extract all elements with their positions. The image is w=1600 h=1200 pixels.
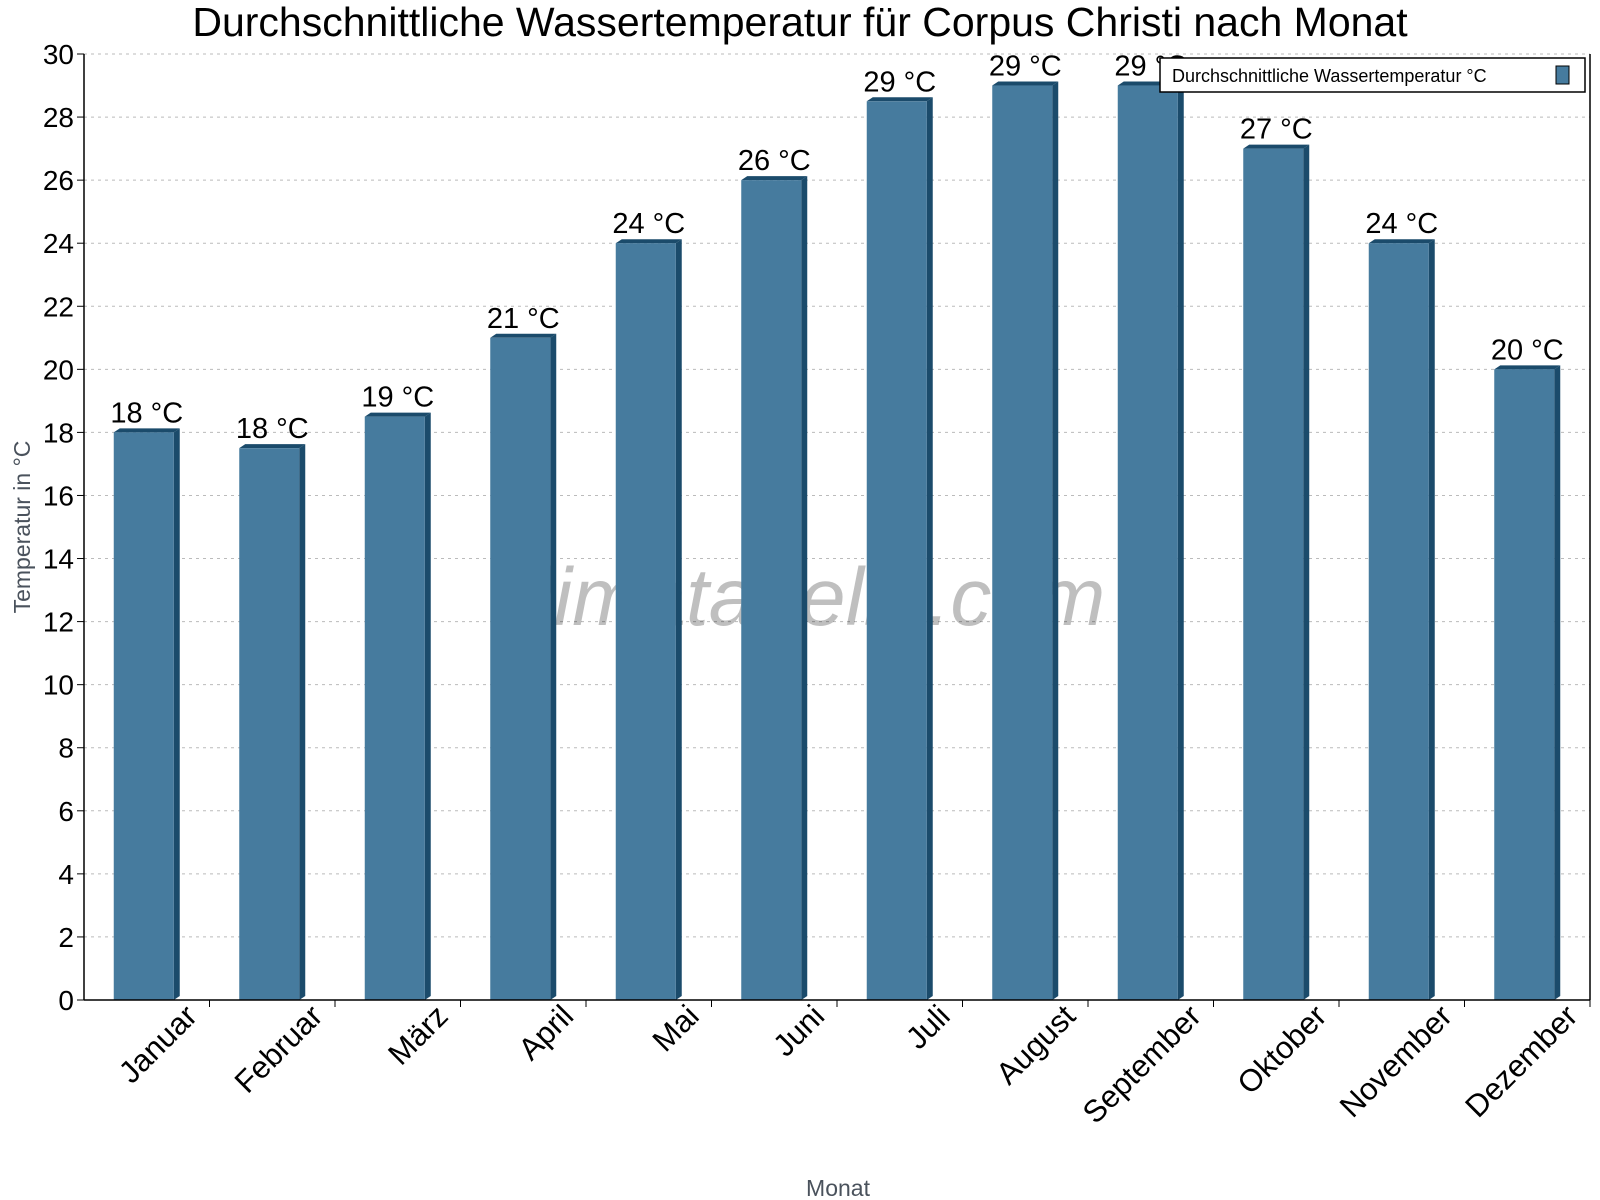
y-tick-label: 4 [58, 859, 74, 890]
bar [866, 101, 927, 1001]
bar-top [1494, 365, 1561, 370]
legend-swatch [1555, 65, 1570, 85]
y-tick-label: 20 [43, 354, 74, 385]
y-tick-label: 22 [43, 291, 74, 322]
data-label: 18 °C [236, 413, 309, 445]
bar [239, 448, 300, 1001]
bar-side [1428, 239, 1435, 1000]
data-label: 29 °C [989, 51, 1062, 83]
bar-side [675, 239, 682, 1000]
y-tick-label: 10 [43, 670, 74, 701]
data-label: 24 °C [1365, 208, 1438, 240]
bar [1243, 148, 1304, 1001]
x-axis-label: Monat [806, 1175, 871, 1200]
data-label: 20 °C [1491, 334, 1564, 366]
data-label: 18 °C [110, 397, 183, 429]
bar-top [866, 97, 933, 102]
data-label: 19 °C [361, 382, 434, 414]
bar-top [1368, 239, 1435, 244]
x-tick-label: Juni [766, 998, 831, 1063]
bar-top [490, 333, 557, 338]
bar-top [1243, 144, 1310, 149]
bar-top [364, 412, 431, 417]
legend-label: Durchschnittliche Wassertemperatur °C [1172, 66, 1487, 86]
x-tick-label: April [512, 998, 581, 1067]
y-tick-label: 2 [58, 922, 74, 953]
y-tick-label: 16 [43, 480, 74, 511]
bar [490, 337, 551, 1000]
y-tick-label: 14 [43, 544, 74, 575]
bar [741, 180, 802, 1001]
bar-side [424, 412, 431, 1001]
x-tick-label: Juli [899, 998, 957, 1056]
bar [992, 85, 1053, 1001]
x-tick-label: Oktober [1230, 998, 1333, 1101]
bar [1494, 369, 1555, 1000]
y-tick-label: 6 [58, 796, 74, 827]
bar-side [801, 176, 808, 1001]
x-tick-label: Februar [228, 998, 330, 1100]
chart-title: Durchschnittliche Wassertemperatur für C… [192, 0, 1408, 45]
bar [615, 243, 676, 1000]
y-tick-label: 30 [43, 39, 74, 70]
bar-side [1177, 81, 1184, 1001]
data-label: 21 °C [487, 303, 560, 335]
x-tick-label: August [989, 998, 1082, 1091]
x-tick-label: Januar [112, 998, 204, 1090]
bar-top [741, 176, 808, 181]
x-tick-label: März [381, 998, 454, 1071]
legend: Durchschnittliche Wassertemperatur °C [1159, 57, 1586, 93]
bar-side [299, 444, 306, 1001]
x-tick-label: September [1076, 998, 1208, 1130]
y-tick-label: 26 [43, 165, 74, 196]
bar-top [239, 444, 306, 449]
y-tick-label: 18 [43, 417, 74, 448]
bar [1117, 85, 1178, 1001]
bar [113, 432, 174, 1000]
data-label: 26 °C [738, 145, 811, 177]
bar-side [173, 428, 180, 1000]
bar-side [1052, 81, 1059, 1001]
bar [364, 416, 425, 1001]
bar-side [1554, 365, 1561, 1000]
data-label: 27 °C [1240, 114, 1313, 146]
bar-top [992, 81, 1059, 86]
bar [1368, 243, 1429, 1000]
bar-top [615, 239, 682, 244]
y-tick-label: 12 [43, 607, 74, 638]
bar-top [113, 428, 180, 433]
y-axis-label: Temperatur in °C [9, 441, 35, 614]
data-label: 29 °C [863, 66, 936, 98]
bar-side [926, 97, 933, 1001]
x-tick-label: November [1333, 998, 1459, 1124]
data-label: 24 °C [612, 208, 685, 240]
x-tick-label: Dezember [1458, 998, 1584, 1124]
y-tick-label: 28 [43, 102, 74, 133]
y-tick-label: 8 [58, 733, 74, 764]
y-tick-label: 0 [58, 985, 74, 1016]
y-tick-label: 24 [43, 228, 74, 259]
bar-side [550, 333, 557, 1000]
x-tick-label: Mai [646, 998, 706, 1058]
bar-side [1303, 144, 1310, 1001]
